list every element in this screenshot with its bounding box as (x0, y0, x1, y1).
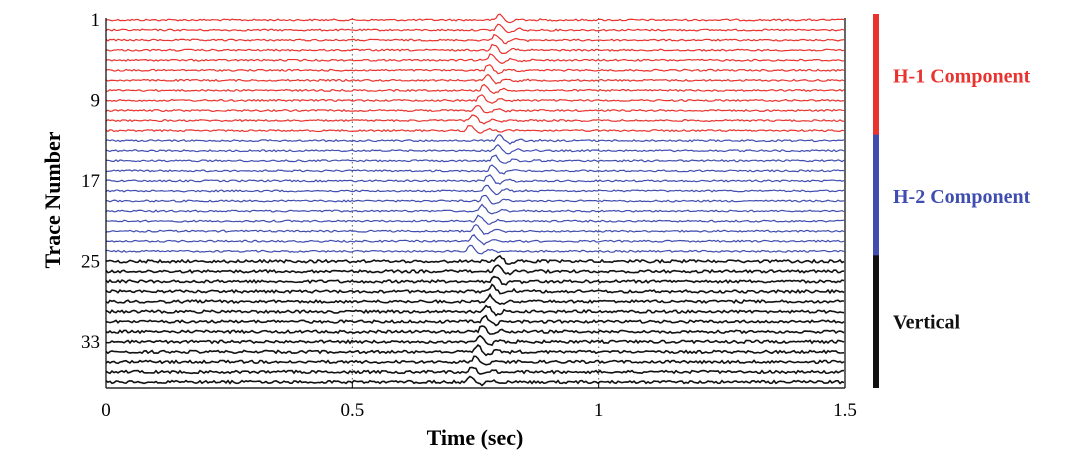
trace-line (105, 334, 845, 347)
legend-bar (873, 134, 879, 258)
trace-line (105, 174, 845, 185)
trace-line (105, 154, 845, 164)
y-tick-label: 17 (81, 171, 100, 192)
series-vertical (105, 254, 845, 387)
trace-line (105, 33, 845, 45)
trace-line (105, 283, 845, 295)
trace-line (105, 234, 845, 246)
trace-line (105, 355, 845, 366)
x-tick-label: 1.5 (833, 400, 857, 421)
trace-line (105, 325, 845, 335)
y-tick-label: 1 (91, 10, 101, 31)
trace-line (105, 244, 845, 255)
y-tick-labels: 1 9 17 25 33 (81, 10, 100, 353)
legend-label: Vertical (893, 312, 960, 334)
trace-line (105, 304, 845, 317)
grid-lines (351, 18, 600, 388)
trace-line (105, 164, 845, 175)
trace-line (105, 73, 845, 85)
trace-line (105, 104, 845, 114)
trace-line (105, 375, 845, 387)
y-axis-label: Trace Number (40, 131, 65, 268)
y-tick-label: 33 (81, 332, 100, 353)
legend-label: H-2 Component (893, 186, 1031, 208)
legend-bar (873, 14, 879, 137)
legend-label: H-1 Component (893, 65, 1031, 87)
trace-line (105, 264, 845, 276)
trace-line (105, 343, 845, 357)
x-tick-label: 0 (101, 400, 111, 421)
trace-line (105, 43, 845, 54)
trace-line (105, 23, 845, 34)
trace-line (105, 125, 845, 134)
series-h-2-component (105, 134, 845, 255)
x-tick-labels: 0 0.5 1 1.5 (101, 382, 857, 421)
trace-line (105, 214, 845, 225)
trace-line (105, 114, 845, 125)
trace-line (105, 144, 845, 155)
plot-frame (105, 18, 846, 389)
trace-line (105, 194, 845, 205)
legend-bar (873, 255, 879, 388)
trace-line (105, 134, 845, 145)
x-tick-label: 1 (594, 400, 604, 421)
trace-line (105, 275, 845, 286)
trace-line (105, 254, 845, 265)
x-axis-label: Time (sec) (427, 425, 524, 450)
trace-line (105, 366, 845, 375)
trace-line (105, 314, 845, 327)
series-h-1-component (105, 13, 845, 134)
trace-line (105, 94, 845, 104)
trace-line (105, 292, 845, 306)
component-legend: H-1 Component H-2 Component Vertical (873, 14, 1031, 388)
trace-line (105, 223, 845, 236)
y-tick-label: 25 (81, 251, 100, 272)
trace-line (105, 53, 845, 64)
trace-series (105, 13, 845, 387)
trace-line (105, 13, 845, 24)
x-tick-label: 0.5 (340, 400, 364, 421)
trace-line (105, 203, 845, 215)
trace-line (105, 184, 845, 196)
trace-line (105, 64, 845, 75)
trace-line (105, 83, 845, 95)
y-tick-label: 9 (91, 90, 101, 111)
